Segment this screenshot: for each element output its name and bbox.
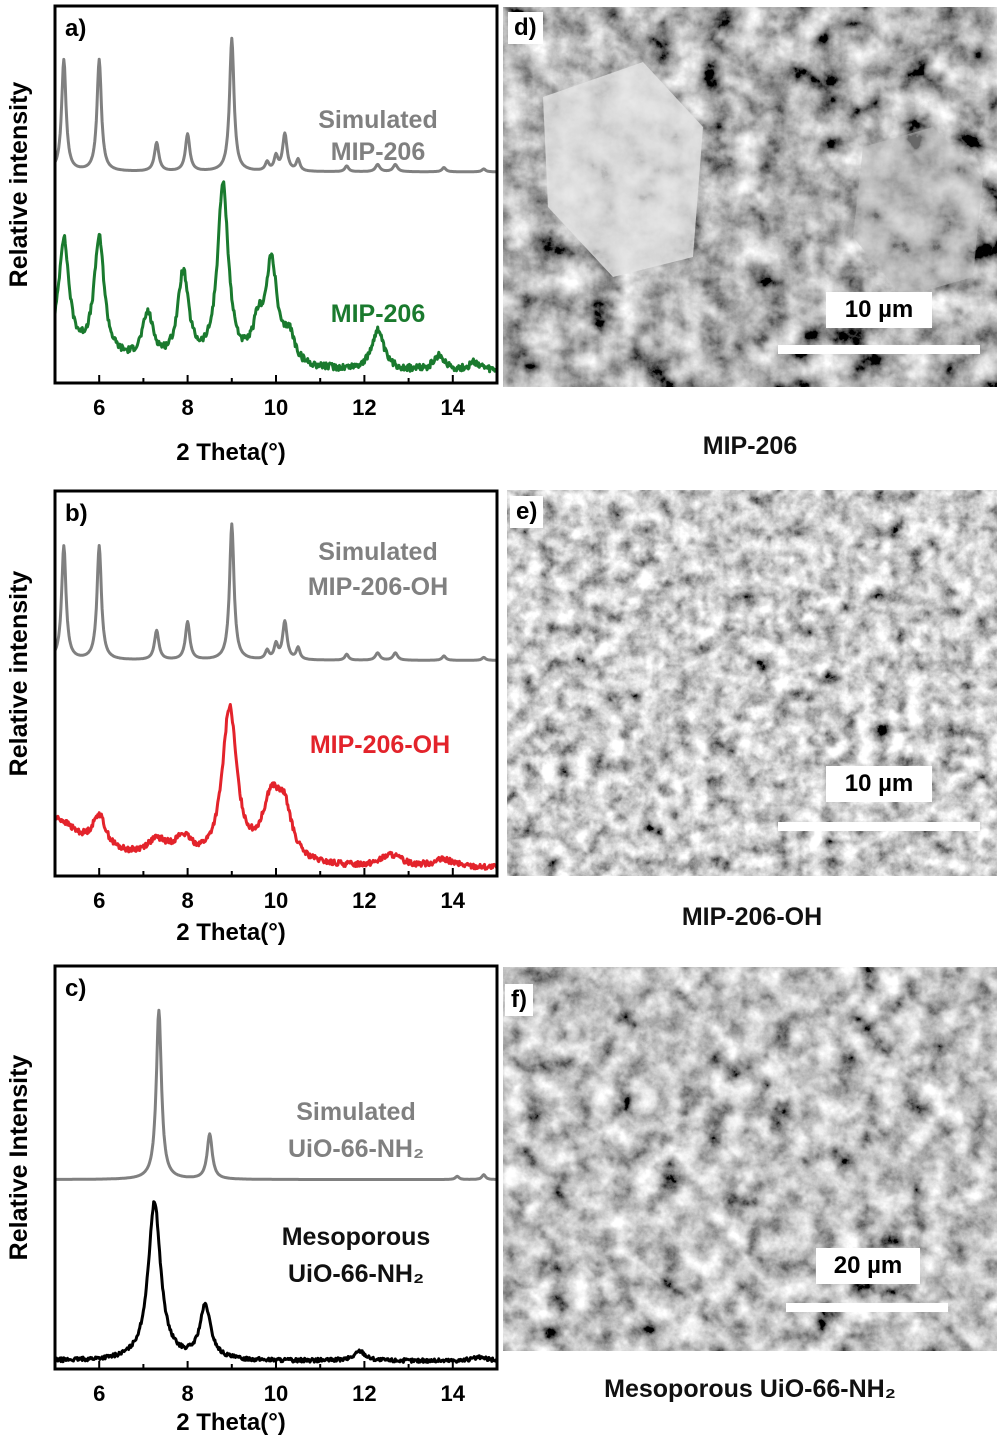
xrd-chart-b: 6 8 10 12 14 2 Theta(°) Relative intensity b) Si… — [5, 489, 499, 946]
x-tick-label: 14 — [441, 1381, 466, 1406]
scale-bar-d — [778, 345, 980, 354]
sem-texture-d — [503, 7, 997, 387]
x-tick-label: 12 — [352, 1381, 376, 1406]
x-tick-label: 10 — [264, 1381, 288, 1406]
sem-image-mip-206-oh — [507, 490, 997, 876]
y-axis-label: Relative intensity — [5, 571, 33, 777]
series-label: UiO-66-NH₂ — [288, 1260, 424, 1288]
panel-label-e: e) — [510, 496, 544, 528]
scale-label-f: 20 µm — [816, 1248, 920, 1284]
xrd-chart-a: 6 8 10 12 14 2 Theta(°) Relative intensity a) Si… — [5, 4, 499, 466]
x-tick-label: 8 — [181, 395, 193, 420]
series-line-1 — [53, 522, 498, 662]
scale-bar-f — [786, 1303, 948, 1312]
sem-texture-e — [507, 490, 997, 876]
x-axis-label: 2 Theta(°) — [176, 439, 286, 466]
panel-label-f: f) — [505, 984, 533, 1016]
series-label: MIP-206-OH — [308, 573, 448, 601]
x-axis-label: 2 Theta(°) — [176, 1409, 286, 1436]
panel-label-bg — [58, 494, 98, 528]
x-tick-label: 6 — [93, 888, 105, 913]
series-label: Simulated — [296, 1098, 415, 1126]
caption-mesoporous-uio-66-nh2: Mesoporous UiO-66-NH₂ — [604, 1375, 896, 1403]
series-line-1 — [53, 36, 498, 174]
x-tick-label: 8 — [181, 888, 193, 913]
plot-frame — [53, 4, 499, 385]
x-tick-label: 6 — [93, 1381, 105, 1406]
series-label: Simulated — [318, 106, 437, 134]
series-label: UiO-66-NH₂ — [288, 1135, 424, 1163]
sem-image-mesoporous-uio-66-nh2 — [503, 967, 997, 1351]
scale-label-e: 10 µm — [826, 766, 932, 802]
series-label: MIP-206 — [331, 138, 425, 166]
y-axis-label: Relative intensity — [5, 82, 33, 288]
series-label: Mesoporous — [282, 1223, 431, 1251]
panel-label-d: d) — [508, 12, 543, 44]
y-axis-label: Relative Intensity — [5, 1055, 33, 1261]
caption-mip-206: MIP-206 — [702, 432, 798, 460]
x-tick-label: 10 — [264, 888, 288, 913]
x-tick-label: 8 — [181, 1381, 193, 1406]
series-label: MIP-206 — [331, 300, 425, 328]
series-line-2 — [53, 703, 498, 871]
series-line-2 — [53, 180, 499, 374]
sem-image-mip-206 — [503, 7, 997, 387]
series-line-2 — [54, 1200, 499, 1364]
panel-label: a) — [65, 15, 86, 42]
caption-mip-206-oh: MIP-206-OH — [681, 903, 823, 931]
xrd-chart-c: 6 8 10 12 14 2 Theta(°) Relative Intensity c) Si… — [5, 964, 499, 1436]
panel-label-bg — [58, 9, 98, 43]
panel-label: b) — [65, 500, 88, 527]
series-line-1 — [54, 1008, 498, 1181]
series-label: MIP-206-OH — [310, 731, 450, 759]
x-tick-label: 14 — [441, 888, 466, 913]
x-tick-label: 14 — [441, 395, 466, 420]
x-tick-label: 12 — [352, 888, 376, 913]
series-label: Simulated — [318, 538, 437, 566]
sem-texture-f — [503, 967, 997, 1351]
panel-label: c) — [65, 975, 86, 1002]
x-tick-label: 12 — [352, 395, 376, 420]
x-tick-label: 10 — [264, 395, 288, 420]
x-axis-label: 2 Theta(°) — [176, 919, 286, 946]
scale-label-d: 10 µm — [826, 292, 932, 328]
x-tick-label: 6 — [93, 395, 105, 420]
plot-frame — [53, 964, 499, 1371]
panel-label-bg — [58, 969, 98, 1003]
scale-bar-e — [778, 822, 980, 831]
